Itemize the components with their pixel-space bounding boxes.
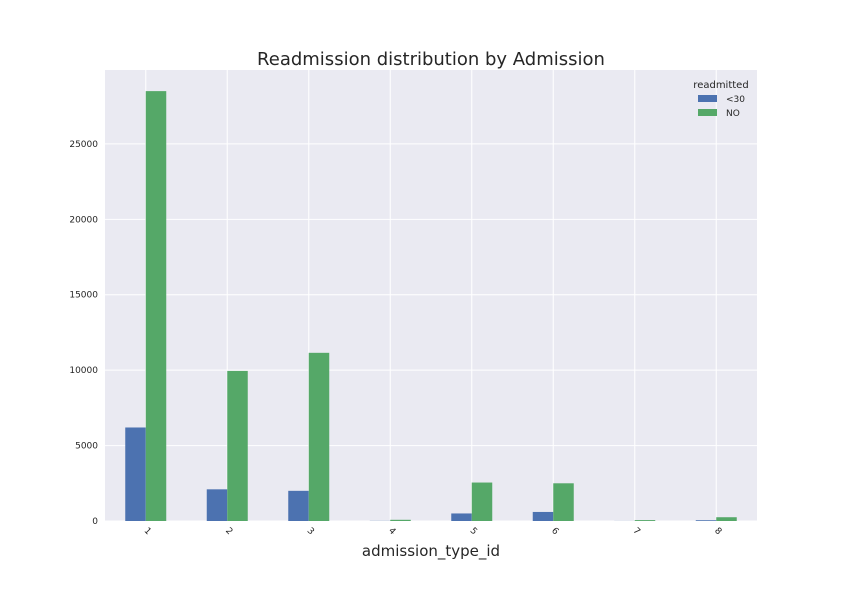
bar-no-6	[553, 483, 574, 521]
axis-ticks: 0 5000 10000 15000 20000 25000 1 2 3 4 5 6 7 8	[69, 140, 723, 537]
y-tick-label: 20000	[69, 215, 98, 225]
bar-no-8	[716, 517, 737, 521]
bar-lt30-5	[451, 513, 472, 521]
y-tick-label: 5000	[75, 442, 98, 452]
x-tick-label: 8	[712, 526, 723, 537]
bars	[125, 91, 737, 521]
bar-no-1	[145, 91, 167, 521]
bar-no-7	[634, 520, 656, 521]
x-tick-label: 2	[223, 526, 234, 537]
x-axis-label: admission_type_id	[362, 542, 500, 561]
plot-area	[105, 70, 757, 521]
bar-no-4	[390, 519, 411, 521]
x-tick-label: 6	[549, 526, 560, 537]
bar-lt30-8	[695, 520, 717, 521]
x-tick-label: 4	[386, 526, 397, 537]
bar-lt30-3	[288, 490, 309, 521]
bar-lt30-1	[125, 427, 146, 521]
x-tick-label: 3	[305, 526, 316, 537]
legend-title: readmitted	[693, 80, 748, 91]
y-tick-label: 25000	[69, 140, 98, 150]
chart-title: Readmission distribution by Admission	[257, 49, 605, 70]
grid-lines	[105, 70, 757, 522]
bar-no-5	[471, 482, 493, 521]
bar-lt30-6	[532, 511, 554, 521]
y-tick-label: 0	[92, 517, 98, 527]
legend-label-no: NO	[726, 109, 740, 119]
x-tick-label: 5	[468, 526, 479, 537]
x-tick-label: 1	[142, 526, 153, 537]
y-tick-label: 15000	[69, 291, 98, 301]
x-tick-label: 7	[631, 526, 642, 537]
bar-lt30-2	[206, 489, 228, 521]
bar-no-3	[308, 352, 330, 521]
y-tick-label: 10000	[69, 366, 98, 376]
legend-swatch-lt30	[698, 95, 717, 102]
legend-swatch-no	[698, 109, 717, 116]
legend-label-lt30: <30	[726, 95, 745, 105]
legend: readmitted <30 NO	[693, 80, 748, 119]
bar-no-2	[227, 370, 248, 521]
